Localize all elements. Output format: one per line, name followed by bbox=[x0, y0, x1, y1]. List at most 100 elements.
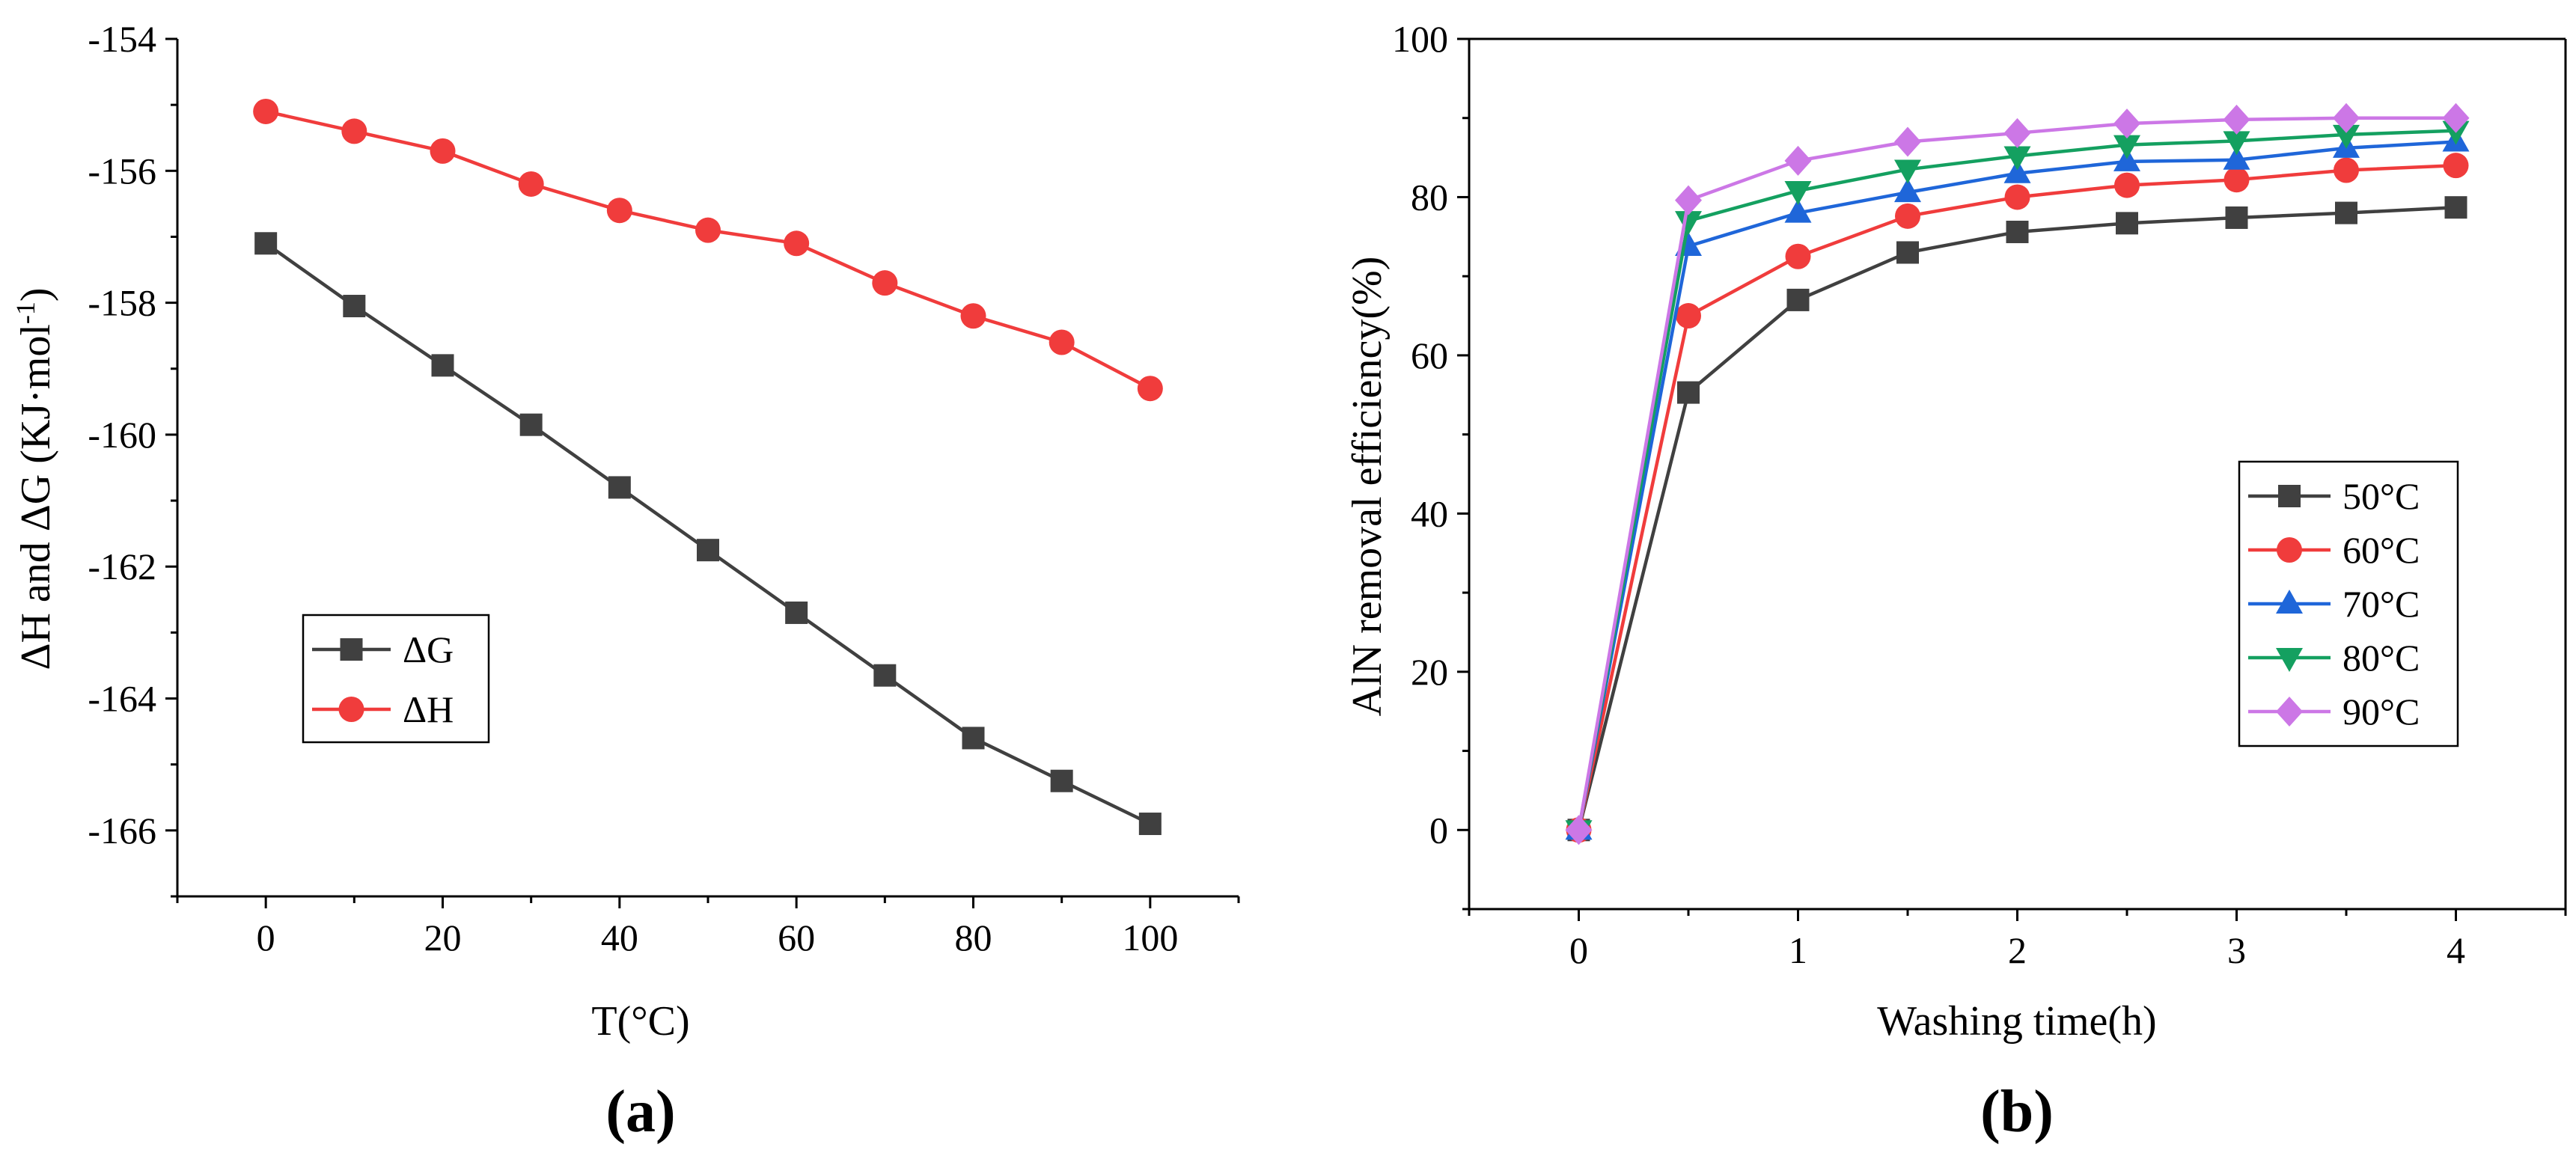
chart-b-data-point bbox=[2003, 146, 2031, 171]
chart-b-data-point bbox=[1895, 203, 1920, 229]
chart-a-x-tick-label: 100 bbox=[1122, 917, 1178, 958]
chart-a-x-tick-label: 40 bbox=[601, 917, 638, 958]
chart-a-data-point bbox=[785, 601, 808, 624]
chart-b-panel-label: (b) bbox=[1980, 1079, 2054, 1145]
chart-b-y-tick-label: 40 bbox=[1411, 492, 1448, 534]
chart-b-data-point bbox=[2004, 184, 2030, 210]
chart-b-legend-marker bbox=[2277, 537, 2302, 563]
chart-a-ylabel-sup: -1 bbox=[10, 302, 40, 324]
chart-b-data-point bbox=[2334, 157, 2359, 183]
chart-b-data-point bbox=[2223, 104, 2250, 135]
chart-a-data-point bbox=[960, 303, 986, 329]
chart-a-data-point bbox=[962, 727, 985, 750]
chart-b-data-point bbox=[2113, 135, 2140, 159]
chart-a-y-tick-label: -162 bbox=[88, 545, 156, 587]
chart-b-data-point bbox=[1784, 180, 1812, 205]
chart-a-ylabel: ΔH and ΔG (KJ·mol-1) bbox=[10, 287, 59, 670]
chart-a-legend-marker bbox=[338, 697, 364, 722]
chart-a-y-tick-label: -158 bbox=[88, 282, 156, 324]
chart-a-legend: ΔG ΔH bbox=[302, 614, 490, 744]
chart-a-series-0 bbox=[254, 232, 1162, 836]
chart-a-data-point bbox=[341, 118, 367, 144]
chart-a-ylabel-close: ) bbox=[13, 287, 59, 302]
chart-a-data-point bbox=[1138, 813, 1162, 836]
chart-b-data-point bbox=[2223, 131, 2250, 156]
chart-a-x-tick-label: 80 bbox=[955, 917, 992, 958]
chart-b-y-tick-label: 100 bbox=[1392, 18, 1448, 60]
chart-a-data-point bbox=[606, 198, 632, 224]
chart-b-data-point bbox=[2443, 153, 2469, 179]
chart-a-data-point bbox=[1049, 329, 1075, 355]
chart-b-xlabel: Washing time(h) bbox=[1877, 998, 2156, 1045]
chart-b-data-point bbox=[2006, 220, 2029, 243]
chart-b-data-point bbox=[1894, 178, 1921, 203]
chart-a-data-point bbox=[518, 171, 544, 197]
chart-b-data-point bbox=[2223, 145, 2250, 170]
chart-b-legend-label: 80°C bbox=[2342, 637, 2420, 679]
chart-b-legend-label: 60°C bbox=[2342, 529, 2420, 571]
chart-b-data-point bbox=[2333, 124, 2360, 149]
chart-a-data-point bbox=[697, 539, 719, 562]
chart-a-y-tick-label: -166 bbox=[88, 810, 156, 851]
chart-b-data-point bbox=[2224, 167, 2250, 193]
chart-b-y-tick-label: 60 bbox=[1411, 334, 1448, 376]
chart-b-data-point bbox=[1676, 303, 1701, 329]
chart-a-data-point bbox=[872, 270, 898, 296]
chart-b-data-point bbox=[1677, 381, 1700, 404]
chart-a-xlabel: T(°C) bbox=[591, 998, 689, 1045]
chart-a-plot: 0 20 40 60 80 100 -154 -156 -158 -160 -162 -164 -166… bbox=[88, 18, 1240, 958]
chart-a-series-line bbox=[265, 109, 1151, 391]
chart-a-legend-label: ΔG bbox=[403, 629, 454, 670]
chart-a-series-1 bbox=[253, 98, 1163, 402]
chart-a-data-point bbox=[431, 354, 454, 377]
chart-b-data-point bbox=[2442, 103, 2470, 133]
chart-b-x-tick-label: 2 bbox=[2008, 929, 2027, 971]
chart-b-data-point bbox=[2444, 196, 2467, 219]
chart-a-x-tick-label: 60 bbox=[778, 917, 815, 958]
chart-b-legend-marker bbox=[2276, 648, 2303, 672]
chart-a: 0 20 40 60 80 100 -154 -156 -158 -160 -162 -164 -166… bbox=[10, 18, 1240, 1145]
chart-b-data-point bbox=[1675, 185, 1702, 215]
chart-a-y-tick-label: -164 bbox=[88, 678, 156, 720]
chart-a-data-point bbox=[430, 138, 456, 164]
chart-b-data-point bbox=[1784, 145, 1812, 176]
chart-b-y-tick-label: 80 bbox=[1411, 176, 1448, 218]
chart-a-x-tick-label: 0 bbox=[257, 917, 275, 958]
chart-b-legend-marker bbox=[2278, 485, 2301, 507]
chart-b-data-point bbox=[1896, 241, 1919, 264]
chart-b-legend-label: 50°C bbox=[2342, 475, 2420, 517]
chart-a-data-point bbox=[784, 230, 810, 257]
chart-a-legend-label: ΔH bbox=[403, 688, 454, 730]
chart-b-data-point bbox=[2225, 206, 2248, 229]
chart-a-data-point bbox=[254, 232, 278, 255]
chart-a-data-point bbox=[343, 295, 366, 318]
chart-a-data-point bbox=[253, 98, 279, 124]
chart-a-data-point bbox=[1050, 769, 1073, 792]
chart-a-y-tick-label: -156 bbox=[88, 150, 156, 192]
chart-a-panel-label: (a) bbox=[605, 1079, 675, 1145]
chart-a-data-point bbox=[608, 476, 631, 499]
chart-b-data-point bbox=[1675, 211, 1702, 236]
chart-b-data-point bbox=[1785, 243, 1811, 269]
chart-b-legend-marker bbox=[2276, 590, 2303, 614]
chart-a-y-tick-label: -154 bbox=[88, 18, 156, 60]
chart-a-data-point bbox=[873, 664, 897, 687]
chart-b-x-tick-label: 4 bbox=[2447, 929, 2465, 971]
chart-b-legend-box bbox=[2238, 460, 2459, 747]
chart-b-data-point bbox=[2116, 212, 2138, 235]
chart-b-x-tick-label: 1 bbox=[1789, 929, 1807, 971]
chart-b-ylabel: AlN removal efficiency(%) bbox=[1344, 257, 1391, 717]
chart-a-legend-box bbox=[302, 614, 490, 744]
chart-b-y-tick-label: 0 bbox=[1429, 809, 1448, 851]
chart-b-series-1 bbox=[1566, 153, 2469, 843]
chart-a-data-point bbox=[695, 217, 721, 243]
chart-b-data-point bbox=[1784, 198, 1812, 223]
chart-b-legend-marker bbox=[2276, 697, 2303, 727]
chart-b-data-point bbox=[2113, 108, 2140, 139]
chart-b-data-point bbox=[2113, 147, 2140, 171]
chart-a-ylabel-main: ΔH and ΔG (KJ·mol bbox=[13, 324, 59, 670]
chart-b-data-point bbox=[2335, 201, 2357, 224]
